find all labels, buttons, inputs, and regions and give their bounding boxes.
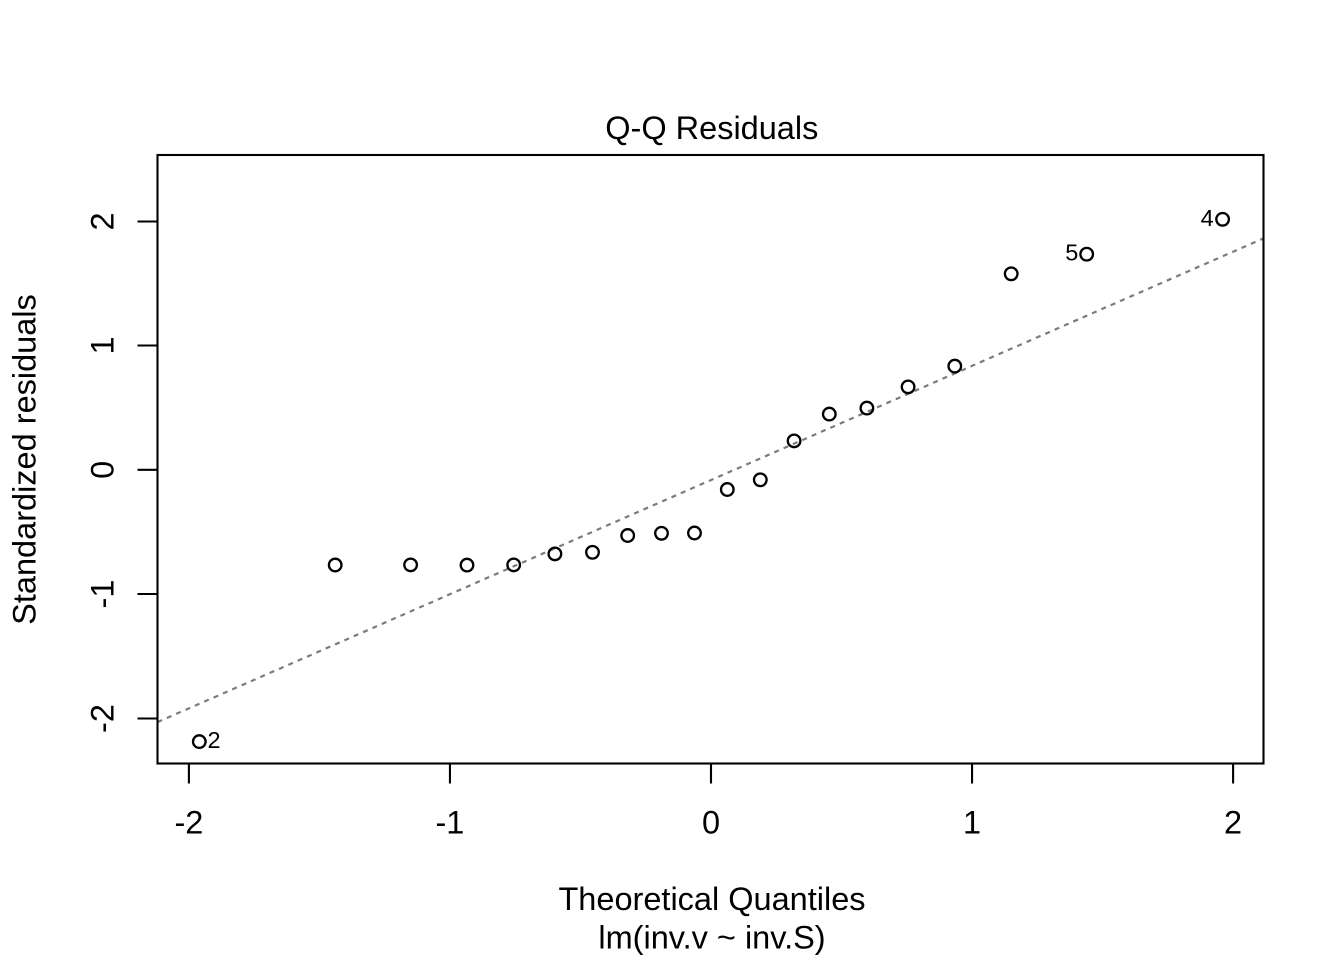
svg-text:1: 1 bbox=[963, 805, 981, 841]
svg-text:1: 1 bbox=[85, 336, 121, 354]
svg-text:2: 2 bbox=[1224, 805, 1242, 841]
svg-text:-2: -2 bbox=[174, 805, 203, 841]
svg-text:0: 0 bbox=[702, 805, 720, 841]
svg-text:4: 4 bbox=[1201, 205, 1214, 231]
svg-text:2: 2 bbox=[208, 727, 221, 753]
svg-text:0: 0 bbox=[85, 461, 121, 479]
svg-text:5: 5 bbox=[1065, 240, 1078, 266]
svg-text:Standardized residuals: Standardized residuals bbox=[7, 294, 43, 625]
svg-text:-1: -1 bbox=[435, 805, 464, 841]
svg-text:2: 2 bbox=[85, 212, 121, 230]
svg-text:lm(inv.v ~ inv.S): lm(inv.v ~ inv.S) bbox=[598, 919, 825, 955]
svg-text:-1: -1 bbox=[85, 580, 121, 609]
svg-text:Theoretical Quantiles: Theoretical Quantiles bbox=[558, 881, 865, 917]
svg-text:Q-Q Residuals: Q-Q Residuals bbox=[605, 110, 818, 146]
svg-text:-2: -2 bbox=[85, 704, 121, 733]
